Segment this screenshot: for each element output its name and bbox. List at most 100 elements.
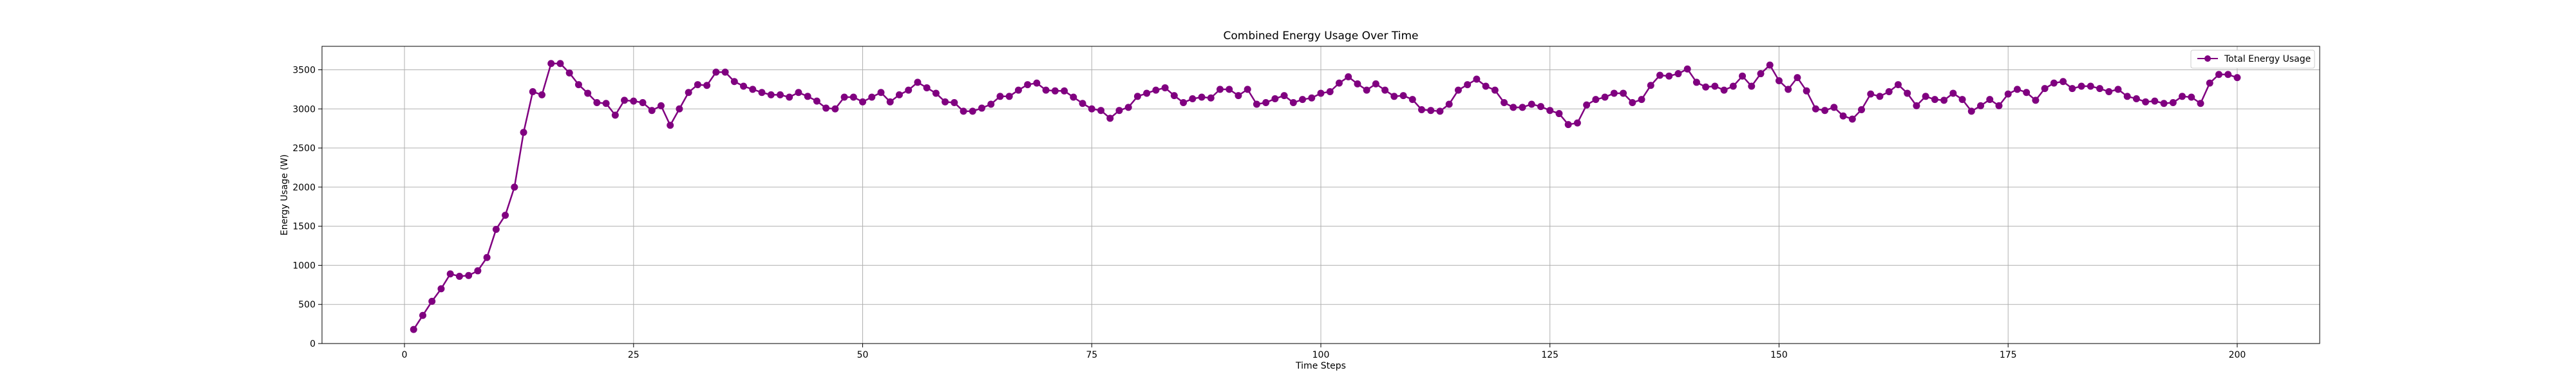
data-point: [1519, 104, 1526, 111]
data-point: [2206, 79, 2213, 87]
data-point: [804, 93, 811, 100]
data-point: [1454, 86, 1462, 94]
y-tick-label: 0: [310, 339, 316, 349]
series-layer: [410, 60, 2241, 333]
data-point: [2078, 82, 2085, 90]
data-point: [2142, 98, 2150, 106]
data-point: [639, 99, 647, 107]
data-point: [1299, 96, 1307, 104]
data-point: [1958, 96, 1966, 104]
legend-marker: [2204, 55, 2211, 62]
legend-box: [2190, 50, 2315, 69]
data-point: [905, 86, 913, 94]
data-point: [1079, 100, 1086, 107]
data-point: [1885, 88, 1893, 96]
data-point: [1775, 77, 1783, 84]
data-point: [795, 89, 802, 96]
data-point: [749, 86, 757, 93]
data-point: [2069, 85, 2076, 93]
data-point: [1620, 89, 1627, 97]
data-point: [1235, 92, 1242, 100]
x-tick-label: 25: [628, 350, 639, 360]
x-tick-label: 150: [1770, 350, 1788, 360]
data-point: [1949, 89, 1957, 97]
data-point: [923, 84, 931, 91]
data-point: [520, 129, 527, 136]
data-point: [455, 272, 463, 280]
data-point: [648, 107, 656, 115]
data-point: [410, 326, 417, 333]
data-point: [712, 68, 720, 76]
data-point: [932, 89, 940, 97]
data-point: [1133, 93, 1141, 100]
data-point: [1665, 72, 1673, 80]
data-point: [465, 271, 473, 279]
data-point: [1024, 81, 1032, 89]
data-point: [676, 105, 683, 113]
data-point: [1262, 99, 1270, 107]
y-axis-title: Energy Usage (W): [279, 154, 290, 235]
data-point: [776, 91, 784, 98]
data-point: [1014, 86, 1022, 94]
data-point: [1794, 74, 1801, 82]
data-point: [547, 60, 555, 68]
data-point: [2132, 95, 2140, 102]
y-tick-label: 500: [298, 300, 316, 310]
data-point: [574, 81, 582, 89]
data-point: [1528, 100, 1535, 108]
y-axis-ticks: 0 500 1000 1500 2000 2500 3000 3500: [292, 65, 322, 349]
data-point: [1803, 87, 1810, 95]
data-point: [1180, 99, 1188, 107]
y-tick-label: 2500: [292, 143, 316, 154]
data-point: [786, 93, 793, 101]
data-point: [2197, 100, 2204, 107]
data-point: [565, 69, 573, 77]
data-point: [1399, 92, 1407, 100]
data-point: [1904, 89, 1911, 97]
data-point: [1629, 99, 1636, 107]
data-point: [1848, 115, 1856, 123]
data-point: [721, 68, 729, 76]
data-point: [2032, 96, 2040, 104]
data-point: [914, 78, 922, 86]
data-point: [2123, 93, 2131, 100]
data-point: [1418, 106, 1426, 113]
data-point: [428, 297, 436, 305]
data-point: [1986, 96, 1994, 104]
x-tick-label: 175: [2000, 350, 2017, 360]
data-point: [1501, 99, 1508, 107]
data-point: [2041, 85, 2049, 93]
data-point: [1226, 86, 1233, 93]
data-point: [1913, 102, 1920, 109]
data-point: [621, 96, 629, 104]
data-point: [831, 105, 839, 113]
data-point: [1335, 79, 1343, 87]
data-point: [446, 270, 454, 278]
data-point: [529, 88, 536, 96]
data-point: [1940, 96, 1948, 104]
data-point: [1427, 107, 1435, 115]
data-point: [996, 93, 1004, 100]
y-tick-label: 3000: [292, 104, 316, 115]
data-point: [813, 97, 820, 105]
data-point: [1977, 102, 1985, 109]
data-point: [630, 97, 638, 105]
data-point: [1510, 104, 1517, 111]
data-point: [1143, 89, 1151, 97]
data-point: [667, 122, 674, 129]
data-point: [1372, 80, 1379, 87]
data-point: [840, 93, 848, 101]
data-point: [2096, 85, 2103, 93]
data-point: [1088, 105, 1095, 113]
data-point: [1473, 75, 1481, 83]
data-point: [1106, 115, 1114, 122]
data-point: [1345, 73, 1352, 80]
data-point: [1308, 94, 1316, 102]
data-point: [1033, 79, 1041, 87]
data-point: [1601, 93, 1609, 101]
data-point: [868, 93, 876, 101]
data-point: [1564, 121, 1572, 129]
data-point: [895, 91, 903, 98]
